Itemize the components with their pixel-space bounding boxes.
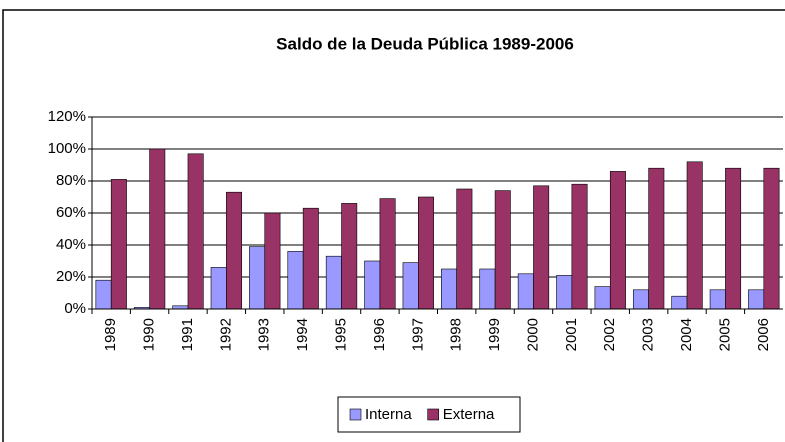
- x-tick-label: 2005: [716, 318, 733, 351]
- x-tick-label: 1999: [486, 318, 503, 351]
- legend-label: Externa: [443, 406, 495, 423]
- x-tick-label: 2001: [563, 318, 580, 351]
- bar: [748, 289, 765, 310]
- legend-swatch: [349, 408, 362, 421]
- x-tick-label: 1992: [217, 318, 234, 351]
- y-tick-label: 120%: [48, 108, 86, 125]
- x-tick-label: 1996: [371, 318, 388, 351]
- legend-swatch: [427, 408, 440, 421]
- y-tick-label: 100%: [48, 140, 86, 157]
- x-tick-label: 1993: [256, 318, 273, 351]
- bar: [341, 203, 358, 310]
- x-tick-label: 2006: [755, 318, 772, 351]
- bar: [302, 207, 319, 310]
- bar: [594, 286, 611, 310]
- bar: [379, 198, 396, 310]
- bar: [571, 183, 588, 310]
- y-tick-label: 80%: [56, 172, 86, 189]
- bar: [402, 262, 419, 310]
- bar: [149, 148, 166, 310]
- bar: [110, 179, 127, 310]
- bar: [264, 212, 281, 310]
- bar: [479, 268, 496, 310]
- x-tick-label: 2000: [524, 318, 541, 351]
- x-tick-label: 1990: [141, 318, 158, 351]
- bar: [249, 246, 266, 310]
- bar: [418, 196, 434, 310]
- bar: [517, 273, 534, 310]
- chart-title: Saldo de la Deuda Pública 1989-2006: [276, 34, 574, 53]
- y-tick-label: 20%: [56, 268, 86, 285]
- bar: [556, 275, 573, 310]
- legend-label: Interna: [365, 406, 412, 423]
- bar: [325, 255, 342, 310]
- bar: [494, 190, 511, 310]
- bar: [648, 167, 665, 310]
- bar: [609, 171, 626, 310]
- x-tick-label: 2003: [640, 318, 657, 351]
- x-tick-label: 2002: [601, 318, 618, 351]
- x-tick-label: 1997: [409, 318, 426, 351]
- bar: [763, 167, 780, 310]
- y-tick-label: 40%: [56, 236, 86, 253]
- bar: [441, 268, 457, 310]
- bar: [671, 295, 688, 310]
- bar: [210, 267, 227, 310]
- bar: [95, 279, 112, 310]
- bar: [456, 188, 473, 310]
- x-tick-label: 1998: [448, 318, 465, 351]
- bar: [187, 153, 204, 310]
- bar: [287, 251, 304, 310]
- bar: [226, 191, 243, 310]
- x-tick-label: 1991: [179, 318, 196, 351]
- bar: [533, 185, 550, 310]
- bar: [364, 260, 381, 310]
- bar: [725, 167, 742, 310]
- x-tick-label: 2004: [678, 318, 695, 351]
- x-tick-label: 1994: [294, 318, 311, 351]
- x-tick-label: 1995: [332, 318, 349, 351]
- y-tick-label: 60%: [56, 204, 86, 221]
- y-tick-label: 0%: [64, 300, 86, 317]
- bar: [709, 289, 726, 310]
- x-tick-label: 1989: [102, 318, 119, 351]
- bar: [686, 161, 703, 310]
- bar: [632, 289, 649, 310]
